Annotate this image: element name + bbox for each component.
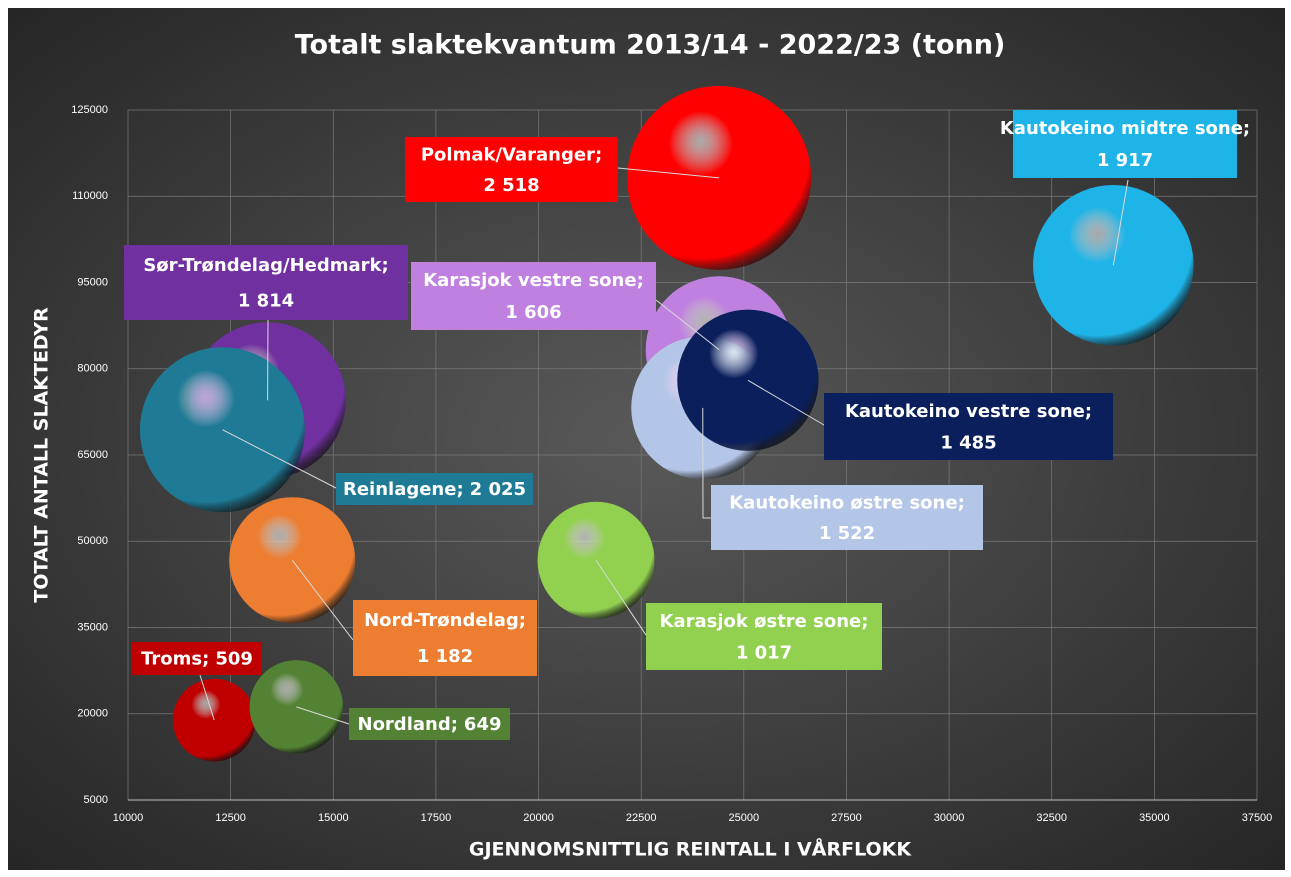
data-label: Kautokeino østre sone; 1 522 [729,492,965,544]
label-name: Nordland [358,714,451,735]
label-name: Polmak/Varanger [421,144,595,165]
label-name: Karasjok østre sone [660,611,862,632]
label-box [132,642,262,675]
data-label: Nordland; 649 [358,714,502,735]
label-value: 2 025 [470,479,526,500]
label-separator: ; [1243,118,1250,139]
label-separator: ; [861,611,868,632]
label-value: 649 [464,714,502,735]
x-tick-label: 25000 [729,812,760,824]
leader-line [199,674,215,721]
x-tick-label: 37500 [1242,812,1273,824]
x-tick-label: 10000 [113,812,144,824]
data-label: Troms; 509 [141,649,253,670]
leader-line [617,167,720,179]
label-separator: ; [451,714,458,735]
y-axis-title: TOTALT ANTALL SLAKTEDYR [31,307,53,603]
label-value: 1 917 [1097,150,1153,171]
x-tick-label: 22500 [626,812,657,824]
leader-line [655,299,720,351]
label-separator: ; [456,479,463,500]
y-tick-label: 110000 [72,190,108,202]
y-tick-label: 125000 [71,104,108,116]
leader-line [595,559,647,636]
leader-line [296,706,350,725]
label-separator: ; [637,270,644,291]
label-box [711,485,983,550]
x-tick-label: 15000 [318,812,349,824]
label-name: Kautokeino østre sone [729,492,957,513]
y-tick-label: 5000 [84,794,108,806]
label-separator: ; [958,492,965,513]
label-name: Karasjok vestre sone [423,270,636,291]
label-box [646,603,882,670]
label-box [1013,110,1237,178]
x-tick-label: 20000 [523,812,554,824]
y-tick-label: 20000 [77,708,108,720]
label-separator: ; [381,255,388,276]
label-name: Kautokeino vestre sone [845,401,1085,422]
data-label: Reinlagene; 2 025 [343,479,526,500]
label-name: Nord-Trøndelag [364,610,519,631]
leader-line [1112,179,1129,266]
data-label: Sør-Trøndelag/Hedmark; 1 814 [143,255,388,312]
label-separator: ; [595,144,602,165]
label-value: 1 522 [819,523,875,544]
x-tick-label: 12500 [215,812,246,824]
label-name: Sør-Trøndelag/Hedmark [143,255,382,276]
leader-line [291,559,354,641]
label-value: 1 485 [940,432,996,453]
x-tick-label: 35000 [1139,812,1170,824]
leader-line [702,407,711,519]
label-separator: ; [519,610,526,631]
label-value: 1 814 [238,290,294,311]
label-value: 2 518 [483,175,539,196]
leader-line [222,429,337,489]
label-name: Kautokeino midtre sone [1000,118,1243,139]
data-label: Karasjok østre sone; 1 017 [660,611,869,664]
y-tick-label: 50000 [77,535,108,547]
label-value: 1 606 [505,302,561,323]
x-tick-label: 27500 [831,812,862,824]
bubble [139,347,305,513]
bubble [537,501,655,619]
leader-line [747,379,825,426]
label-box [336,473,533,505]
label-name: Reinlagene [343,479,456,500]
y-tick-label: 65000 [77,449,108,461]
label-name: Troms [141,649,202,670]
y-tick-label: 35000 [77,621,108,633]
y-tick-label: 95000 [77,276,108,288]
label-box [349,708,510,740]
x-tick-label: 32500 [1036,812,1067,824]
label-separator: ; [1085,401,1092,422]
label-value: 1 182 [417,646,473,667]
x-axis-title: GJENNOMSNITTLIG REINTALL I VÅRFLOKK [469,837,913,861]
label-separator: ; [202,649,209,670]
data-label: Nord-Trøndelag; 1 182 [364,610,526,667]
data-label: Kautokeino vestre sone; 1 485 [845,401,1092,454]
label-box [411,262,656,330]
label-box [353,600,537,676]
label-box [405,137,618,202]
label-box [824,393,1113,460]
data-label: Kautokeino midtre sone; 1 917 [1000,118,1250,171]
label-value: 509 [215,649,253,670]
chart-title: Totalt slaktekvantum 2013/14 - 2022/23 (… [295,30,1006,61]
y-tick-label: 80000 [77,363,108,375]
x-tick-label: 17500 [421,812,452,824]
label-box [124,245,408,320]
data-label: Polmak/Varanger; 2 518 [421,144,602,196]
label-value: 1 017 [736,642,792,663]
data-label: Karasjok vestre sone; 1 606 [423,270,644,323]
x-tick-label: 30000 [934,812,965,824]
